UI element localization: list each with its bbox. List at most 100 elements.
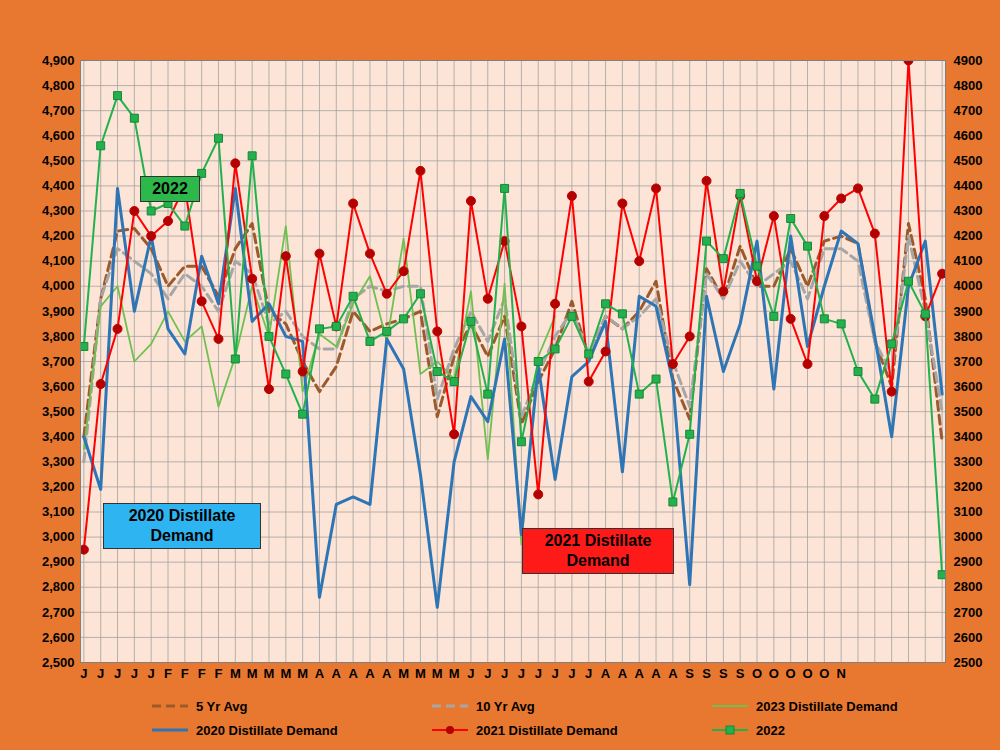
svg-text:A: A <box>365 666 375 681</box>
svg-text:J: J <box>484 666 491 681</box>
svg-text:O: O <box>786 666 796 681</box>
svg-text:2900: 2900 <box>954 554 983 569</box>
svg-text:4,700: 4,700 <box>42 103 75 118</box>
svg-text:4,900: 4,900 <box>42 53 75 68</box>
svg-text:J: J <box>114 666 121 681</box>
svg-text:J: J <box>518 666 525 681</box>
svg-text:4700: 4700 <box>954 103 983 118</box>
svg-text:S: S <box>719 666 728 681</box>
svg-text:A: A <box>332 666 342 681</box>
svg-text:4,100: 4,100 <box>42 253 75 268</box>
svg-text:4600: 4600 <box>954 128 983 143</box>
svg-text:4,000: 4,000 <box>42 278 75 293</box>
svg-text:S: S <box>702 666 711 681</box>
svg-text:J: J <box>535 666 542 681</box>
svg-text:M: M <box>432 666 443 681</box>
svg-text:2,800: 2,800 <box>42 579 75 594</box>
svg-text:M: M <box>247 666 258 681</box>
svg-text:M: M <box>297 666 308 681</box>
svg-text:O: O <box>752 666 762 681</box>
svg-text:4900: 4900 <box>954 53 983 68</box>
svg-text:2,600: 2,600 <box>42 630 75 645</box>
svg-text:M: M <box>230 666 241 681</box>
svg-text:4300: 4300 <box>954 203 983 218</box>
svg-text:A: A <box>668 666 678 681</box>
svg-text:3500: 3500 <box>954 404 983 419</box>
svg-text:F: F <box>215 666 223 681</box>
svg-text:J: J <box>97 666 104 681</box>
svg-text:4400: 4400 <box>954 178 983 193</box>
svg-text:3,800: 3,800 <box>42 329 75 344</box>
svg-text:3900: 3900 <box>954 303 983 318</box>
svg-text:3800: 3800 <box>954 329 983 344</box>
html-text:2020 Distillate Demand: 2020 Distillate Demand <box>128 507 236 544</box>
svg-text:3,100: 3,100 <box>42 504 75 519</box>
svg-text:J: J <box>467 666 474 681</box>
svg-text:2500: 2500 <box>954 655 983 670</box>
svg-text:J: J <box>80 666 87 681</box>
svg-text:2700: 2700 <box>954 604 983 619</box>
svg-text:F: F <box>181 666 189 681</box>
svg-text:3700: 3700 <box>954 354 983 369</box>
svg-text:3300: 3300 <box>954 454 983 469</box>
svg-text:A: A <box>601 666 611 681</box>
svg-text:4,800: 4,800 <box>42 78 75 93</box>
svg-text:4,200: 4,200 <box>42 228 75 243</box>
svg-text:A: A <box>382 666 392 681</box>
svg-text:M: M <box>280 666 291 681</box>
svg-text:3200: 3200 <box>954 479 983 494</box>
svg-text:3400: 3400 <box>954 429 983 444</box>
svg-text:4800: 4800 <box>954 78 983 93</box>
html-text:2021 Distillate Demand: 2021 Distillate Demand <box>544 532 652 569</box>
svg-text:4200: 4200 <box>954 228 983 243</box>
svg-text:3,300: 3,300 <box>42 454 75 469</box>
svg-text:A: A <box>315 666 325 681</box>
svg-text:2,700: 2,700 <box>42 604 75 619</box>
svg-text:3,900: 3,900 <box>42 303 75 318</box>
svg-text:J: J <box>148 666 155 681</box>
svg-text:3,000: 3,000 <box>42 529 75 544</box>
svg-text:4,400: 4,400 <box>42 178 75 193</box>
svg-text:3000: 3000 <box>954 529 983 544</box>
svg-text:3,700: 3,700 <box>42 354 75 369</box>
svg-text:J: J <box>501 666 508 681</box>
svg-text:A: A <box>635 666 645 681</box>
svg-text:F: F <box>198 666 206 681</box>
svg-text:O: O <box>819 666 829 681</box>
svg-text:2,900: 2,900 <box>42 554 75 569</box>
svg-text:3,400: 3,400 <box>42 429 75 444</box>
svg-text:3,500: 3,500 <box>42 404 75 419</box>
svg-text:3,200: 3,200 <box>42 479 75 494</box>
svg-text:A: A <box>348 666 358 681</box>
svg-text:3600: 3600 <box>954 379 983 394</box>
html-text:2022: 2022 <box>152 180 188 197</box>
svg-text:4,300: 4,300 <box>42 203 75 218</box>
svg-text:2600: 2600 <box>954 630 983 645</box>
html-text:5 Yr Avg: 5 Yr Avg <box>196 698 248 714</box>
svg-text:S: S <box>736 666 745 681</box>
svg-text:3,600: 3,600 <box>42 379 75 394</box>
svg-text:2800: 2800 <box>954 579 983 594</box>
svg-text:4000: 4000 <box>954 278 983 293</box>
svg-text:4500: 4500 <box>954 153 983 168</box>
svg-text:J: J <box>568 666 575 681</box>
svg-text:S: S <box>685 666 694 681</box>
svg-text:N: N <box>836 666 845 681</box>
svg-text:4100: 4100 <box>954 253 983 268</box>
svg-text:F: F <box>164 666 172 681</box>
svg-text:3100: 3100 <box>954 504 983 519</box>
svg-text:A: A <box>618 666 628 681</box>
svg-text:A: A <box>651 666 661 681</box>
svg-text:4,500: 4,500 <box>42 153 75 168</box>
svg-text:M: M <box>398 666 409 681</box>
svg-text:2,500: 2,500 <box>42 655 75 670</box>
svg-text:4,600: 4,600 <box>42 128 75 143</box>
svg-text:O: O <box>769 666 779 681</box>
svg-text:M: M <box>264 666 275 681</box>
svg-text:J: J <box>131 666 138 681</box>
svg-text:J: J <box>585 666 592 681</box>
svg-text:M: M <box>415 666 426 681</box>
svg-text:J: J <box>551 666 558 681</box>
svg-text:M: M <box>449 666 460 681</box>
svg-text:O: O <box>802 666 812 681</box>
